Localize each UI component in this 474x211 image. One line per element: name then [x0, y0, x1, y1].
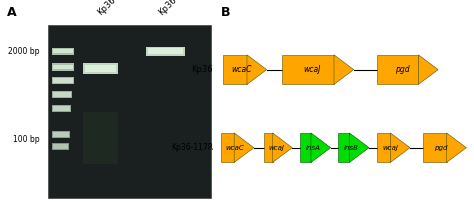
Polygon shape	[247, 55, 267, 84]
Bar	[54, 65, 73, 69]
Bar	[83, 63, 118, 74]
Text: wcaJ: wcaJ	[268, 145, 284, 151]
Bar	[52, 131, 70, 138]
Bar	[52, 143, 69, 150]
Bar	[52, 77, 74, 84]
Text: Kp36: Kp36	[96, 0, 118, 17]
Polygon shape	[419, 55, 438, 84]
Text: 2000 bp: 2000 bp	[8, 47, 39, 56]
Polygon shape	[447, 133, 466, 162]
Text: insB: insB	[344, 145, 359, 151]
Text: wcaC: wcaC	[231, 65, 252, 74]
Bar	[52, 91, 72, 98]
Bar	[146, 46, 185, 56]
Bar	[53, 132, 69, 137]
Bar	[423, 133, 447, 162]
Bar	[52, 105, 71, 112]
Polygon shape	[349, 133, 369, 162]
Bar	[264, 133, 273, 162]
Bar	[300, 133, 311, 162]
Polygon shape	[234, 133, 254, 162]
Bar	[338, 133, 349, 162]
Bar	[48, 25, 211, 198]
Text: B: B	[220, 6, 230, 19]
Polygon shape	[311, 133, 331, 162]
Bar	[282, 55, 334, 84]
Bar	[377, 133, 390, 162]
Bar	[53, 106, 70, 111]
Text: Kp36-117R: Kp36-117R	[171, 143, 213, 152]
Bar	[377, 55, 419, 84]
Polygon shape	[273, 133, 292, 162]
Text: 100 bp: 100 bp	[13, 135, 39, 144]
Polygon shape	[334, 55, 354, 84]
Text: Kp36: Kp36	[191, 65, 213, 74]
Bar	[53, 144, 68, 149]
Bar	[223, 55, 247, 84]
Bar	[54, 49, 73, 53]
Text: pgd: pgd	[434, 145, 448, 151]
Text: insA: insA	[305, 145, 320, 151]
Bar	[52, 63, 74, 70]
Bar	[148, 48, 183, 54]
Polygon shape	[390, 133, 410, 162]
Text: wcaJ: wcaJ	[383, 145, 399, 151]
Text: wcaJ: wcaJ	[303, 65, 321, 74]
Text: pgd: pgd	[395, 65, 410, 74]
Bar	[220, 133, 234, 162]
Bar	[54, 78, 73, 83]
Bar	[52, 47, 74, 55]
Text: wcaC: wcaC	[225, 145, 244, 151]
Bar	[84, 65, 116, 72]
Text: A: A	[7, 6, 16, 19]
Bar	[53, 92, 71, 97]
Bar	[48, 25, 211, 198]
Text: Kp36-117R: Kp36-117R	[157, 0, 196, 17]
Bar	[83, 112, 118, 164]
